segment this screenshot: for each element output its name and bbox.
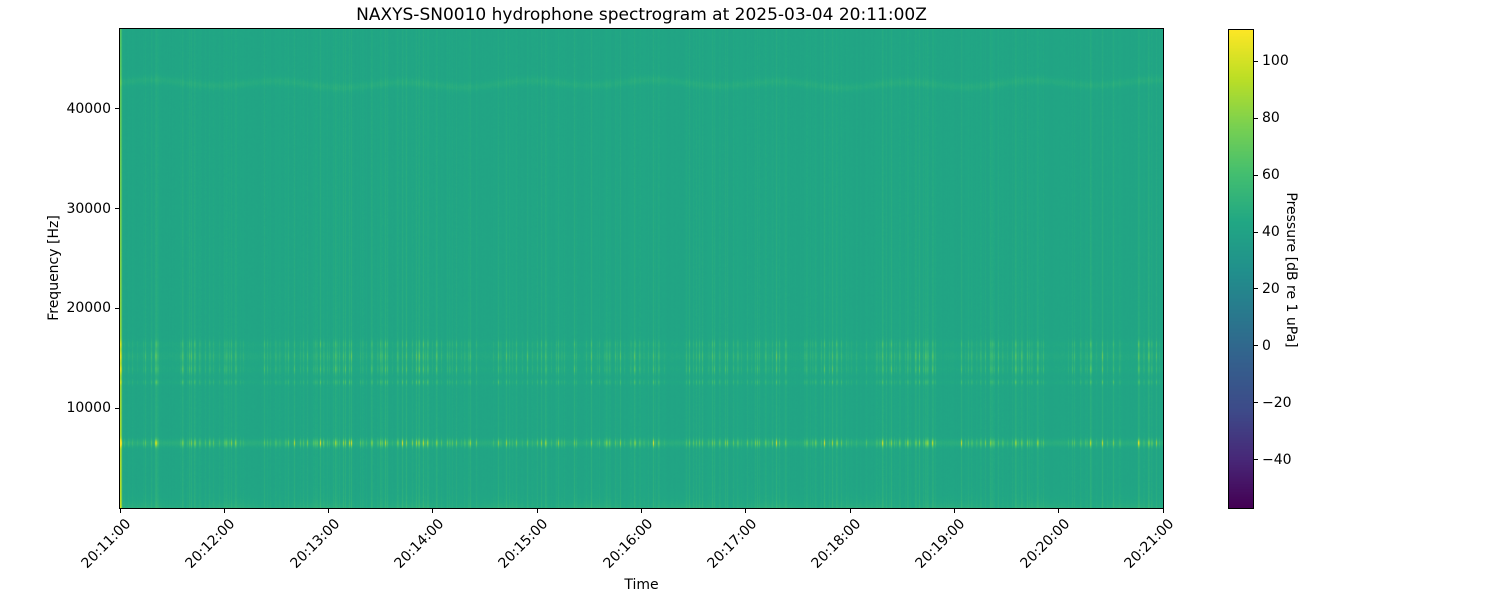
x-tick-label: 20:20:00 (1017, 516, 1074, 572)
colorbar-tick-mark (1254, 459, 1258, 461)
colorbar-tick-label: 20 (1262, 280, 1280, 297)
y-tick-mark (115, 407, 119, 409)
x-tick-mark (953, 509, 955, 513)
colorbar-tick-label: 60 (1262, 167, 1280, 184)
colorbar-label: Pressure [dB re 1 uPa] (1283, 192, 1299, 348)
colorbar-tick-label: −20 (1262, 394, 1292, 411)
y-tick-label: 30000 (66, 200, 111, 217)
x-tick-label: 20:16:00 (600, 516, 656, 572)
x-tick-mark (1162, 509, 1164, 513)
y-tick-mark (115, 208, 119, 210)
x-tick-mark (745, 509, 747, 513)
colorbar-tick-mark (1254, 231, 1258, 233)
x-tick-mark (432, 509, 434, 513)
x-tick-label: 20:18:00 (808, 516, 865, 572)
x-tick-mark (1058, 509, 1060, 513)
x-tick-label: 20:17:00 (704, 516, 761, 572)
x-tick-label: 20:12:00 (182, 516, 239, 572)
colorbar-tick-mark (1254, 288, 1258, 290)
x-axis-label: Time (624, 577, 659, 593)
y-tick-mark (115, 108, 119, 110)
colorbar-gradient (1229, 30, 1253, 508)
x-tick-label: 20:14:00 (391, 516, 448, 572)
colorbar-tick-mark (1254, 402, 1258, 404)
y-tick-label: 40000 (66, 100, 111, 117)
colorbar-tick-label: 0 (1262, 337, 1271, 354)
x-tick-mark (641, 509, 642, 513)
x-tick-mark (119, 509, 121, 513)
y-tick-label: 20000 (66, 300, 111, 317)
x-tick-mark (536, 509, 538, 513)
x-tick-mark (223, 509, 225, 513)
colorbar-tick-mark (1254, 117, 1258, 119)
x-tick-mark (328, 509, 330, 513)
colorbar-tick-label: 40 (1262, 224, 1280, 240)
colorbar-tick-label: 100 (1262, 53, 1289, 70)
colorbar-tick-mark (1254, 60, 1258, 62)
x-tick-label: 20:19:00 (912, 516, 969, 572)
colorbar-tick-label: 80 (1262, 110, 1280, 127)
colorbar-tick-mark (1254, 345, 1258, 347)
x-tick-label: 20:15:00 (495, 516, 552, 572)
x-tick-label: 20:11:00 (78, 516, 135, 572)
plot-title: NAXYS-SN0010 hydrophone spectrogram at 2… (356, 5, 927, 25)
colorbar-tick-label: −40 (1262, 451, 1292, 468)
x-tick-label: 20:13:00 (287, 516, 343, 572)
x-tick-label: 20:21:00 (1121, 516, 1178, 572)
y-tick-label: 10000 (66, 400, 111, 417)
y-tick-mark (115, 307, 119, 309)
colorbar-tick-mark (1254, 174, 1258, 176)
x-tick-mark (849, 509, 851, 513)
spectrogram-heatmap (120, 29, 1163, 508)
